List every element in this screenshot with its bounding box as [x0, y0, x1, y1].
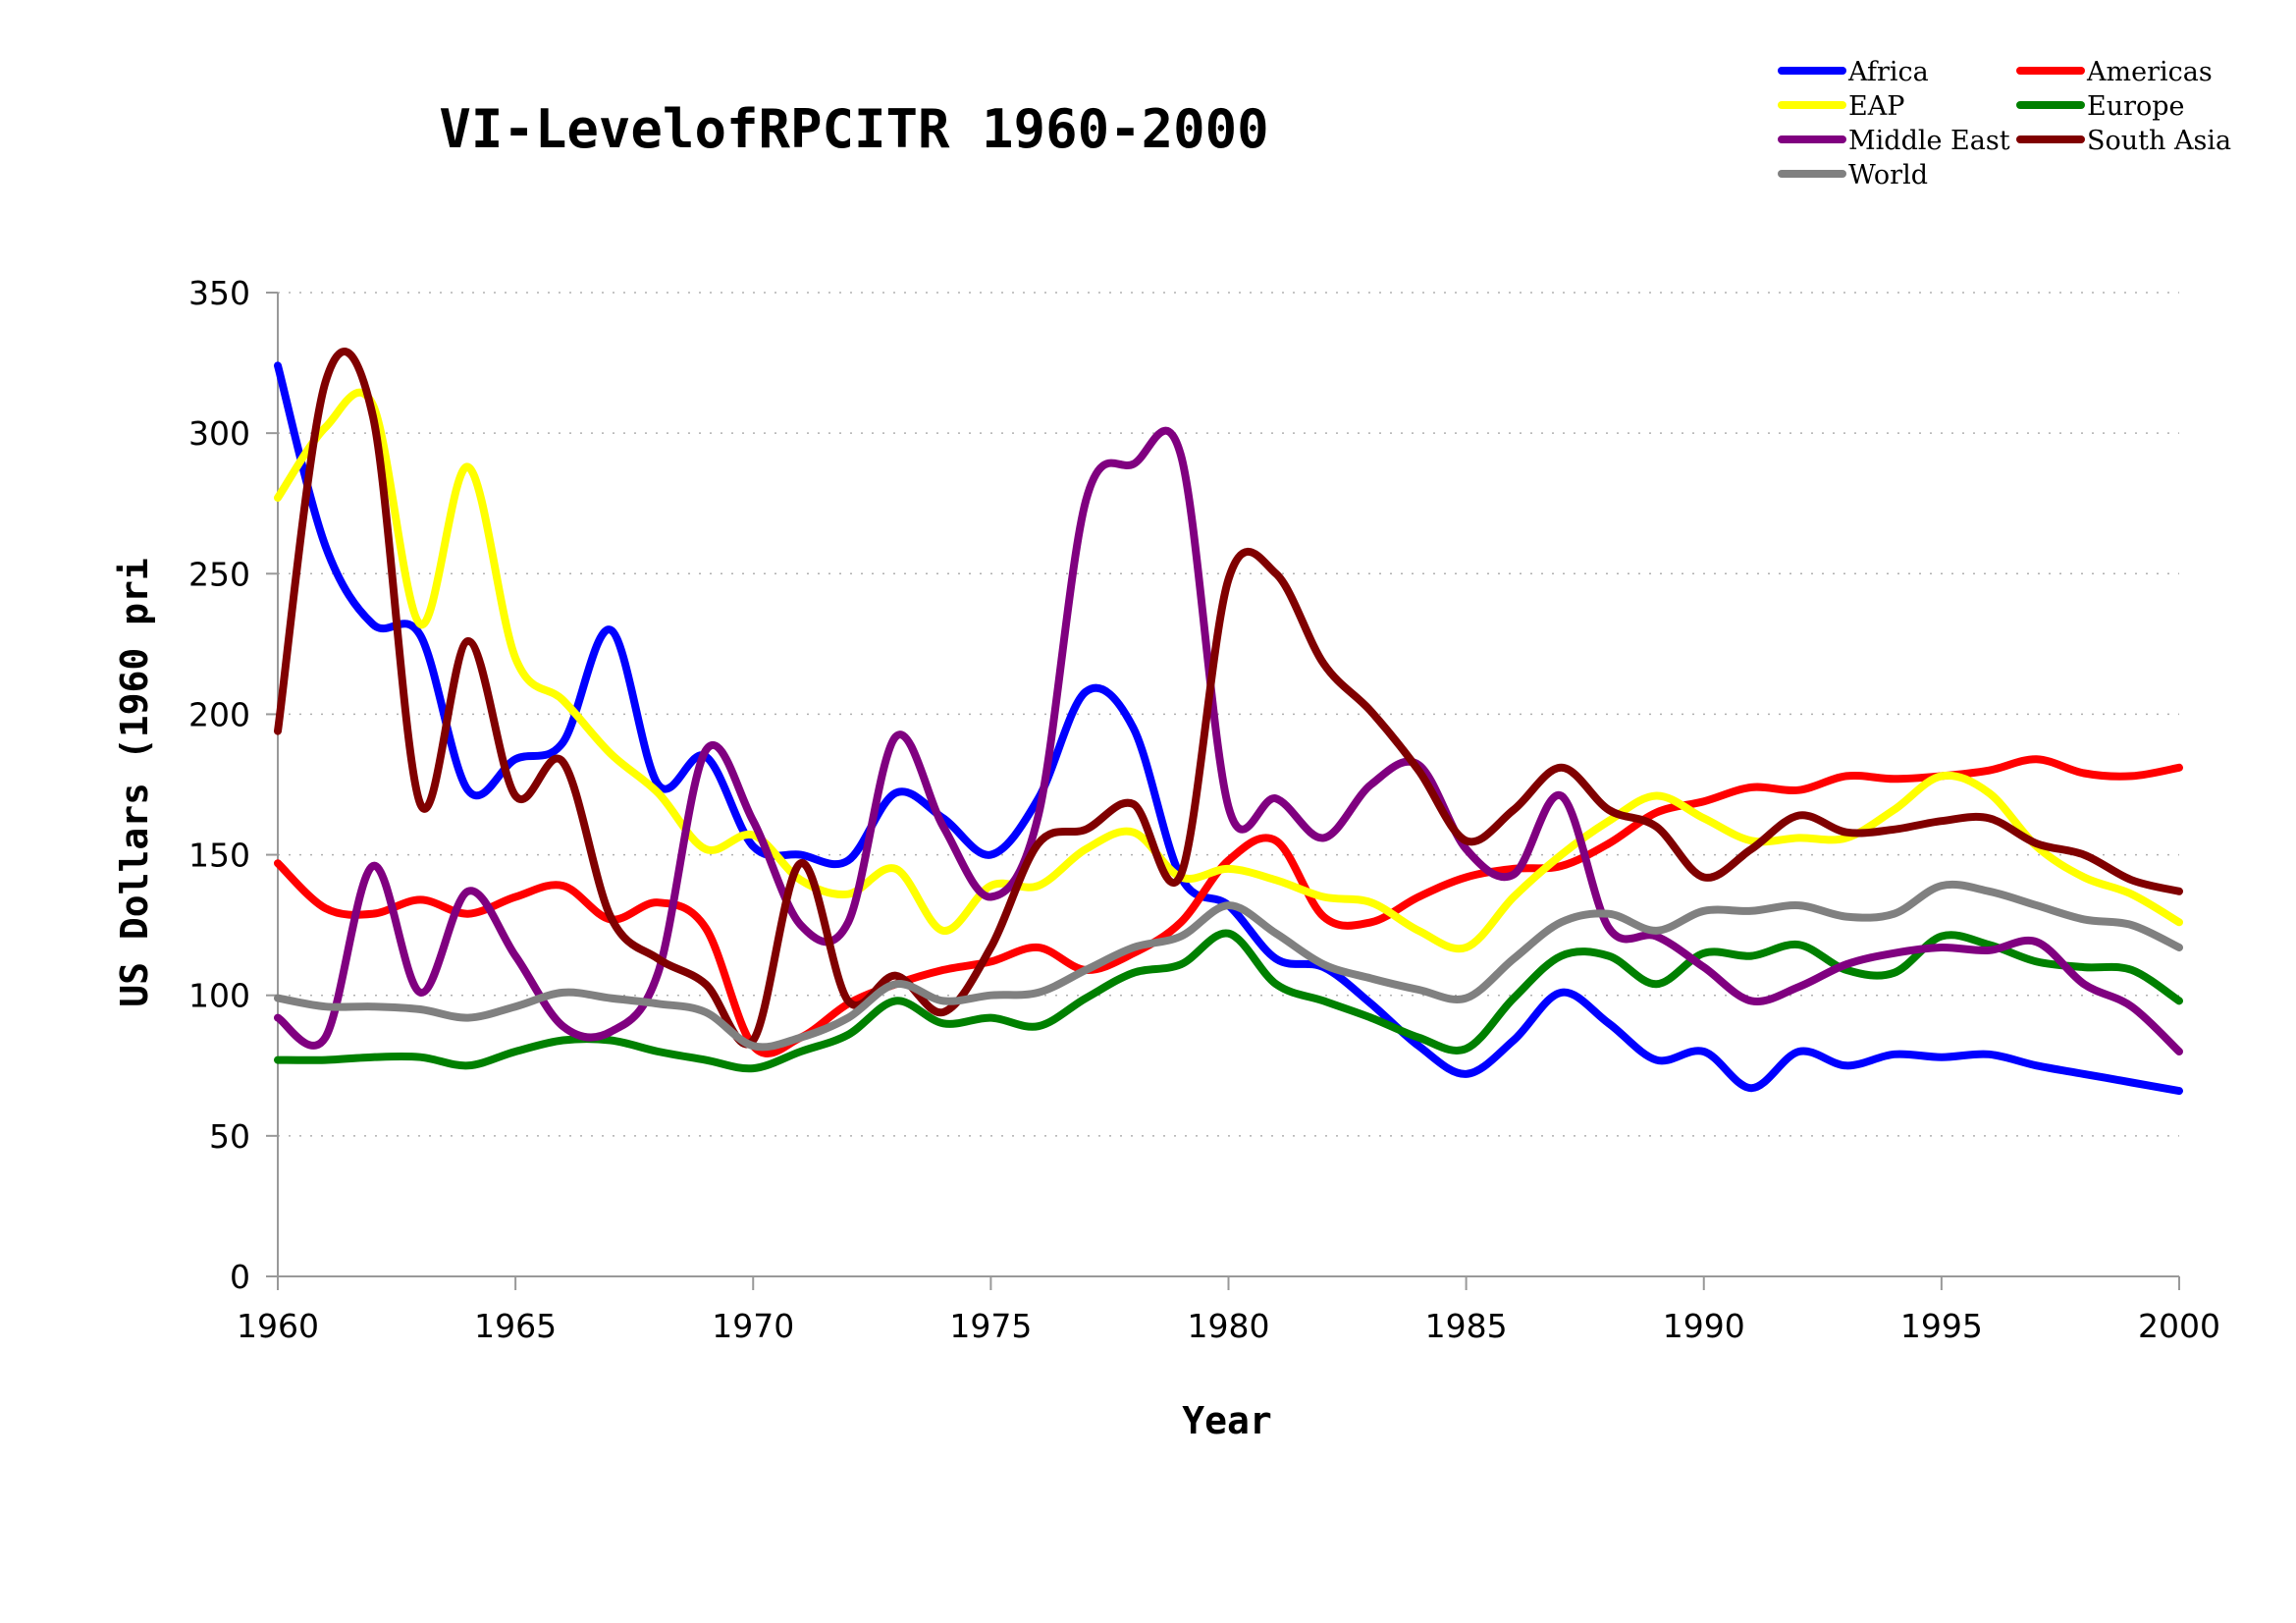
legend-label: South Asia: [2087, 126, 2231, 156]
y-tick-label: 300: [188, 414, 250, 453]
x-tick-label: 1980: [1188, 1307, 1270, 1345]
y-tick-label: 0: [230, 1258, 250, 1296]
legend-item-middle-east: Middle East: [1778, 126, 2010, 156]
chart-title: VI-LevelofRPCITR 1960-2000: [439, 98, 1268, 160]
legend-label: Europe: [2087, 91, 2185, 122]
legend-label: World: [1848, 160, 1928, 190]
y-tick-label: 50: [209, 1117, 250, 1156]
x-tick-label: 1995: [1900, 1307, 1983, 1345]
legend-label: EAP: [1848, 91, 1904, 122]
y-tick-label: 350: [188, 274, 250, 312]
x-axis-ticks: 1960 1965 1970 1975 1980 1985 1990 1995 2000: [237, 1276, 2220, 1345]
y-axis-title: US Dollars (1960 pri: [113, 558, 156, 1007]
x-tick-label: 1985: [1425, 1307, 1508, 1345]
legend-item-europe: Europe: [2016, 91, 2185, 122]
x-tick-label: 1965: [474, 1307, 557, 1345]
x-axis-title: Year: [1182, 1399, 1272, 1442]
y-tick-label: 200: [188, 695, 250, 733]
x-tick-label: 1990: [1663, 1307, 1745, 1345]
series-line-middle-east: [274, 426, 2183, 1055]
series-line-eap: [274, 388, 2183, 953]
legend-item-americas: Americas: [2016, 57, 2213, 87]
gridlines: [278, 292, 2179, 1137]
x-tick-label: 2000: [2138, 1307, 2220, 1345]
legend-item-africa: Africa: [1778, 57, 1929, 87]
x-tick-label: 1960: [237, 1307, 319, 1345]
legend-label: Africa: [1847, 57, 1929, 87]
legend-item-south-asia: South Asia: [2016, 126, 2231, 156]
x-tick-label: 1970: [712, 1307, 794, 1345]
legend-item-world: World: [1778, 160, 1928, 190]
y-tick-label: 150: [188, 837, 250, 875]
y-tick-label: 250: [188, 555, 250, 593]
legend: Africa Americas EAP Europe Middle East South …: [1778, 57, 2231, 190]
series-line-world: [274, 880, 2183, 1052]
axes: [277, 293, 2179, 1277]
legend-label: Middle East: [1848, 126, 2010, 156]
legend-item-eap: EAP: [1778, 91, 1904, 122]
series-line-africa: [274, 361, 2183, 1096]
series-lines: [274, 348, 2183, 1096]
y-axis-ticks: 0 50 100 150 200 250 300 350: [188, 274, 278, 1296]
series-line-south-asia: [274, 348, 2183, 1049]
x-tick-label: 1975: [949, 1307, 1032, 1345]
legend-label: Americas: [2086, 57, 2213, 87]
y-tick-label: 100: [188, 977, 250, 1015]
